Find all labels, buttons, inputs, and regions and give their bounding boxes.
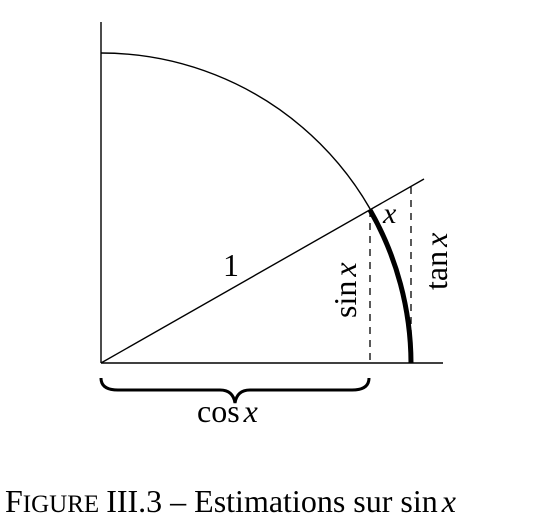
cos-label: cos x xyxy=(197,393,258,429)
cos-brace xyxy=(99,377,371,404)
caption-fn: sin xyxy=(400,483,437,519)
cos-fn-label: cos xyxy=(197,393,240,429)
figure-caption: FIGURE III.3 – Estimations sur sin x xyxy=(5,483,456,519)
caption-prefix-small: IGURE xyxy=(23,491,99,518)
sin-fn-label: sin xyxy=(327,281,363,318)
arc-x-highlight xyxy=(367,208,414,364)
sin-var-label: x xyxy=(327,262,363,277)
radius-ray xyxy=(100,178,425,364)
sin-label: sin x xyxy=(327,262,363,318)
tan-fn-label: tan xyxy=(418,251,454,290)
arc-x-label: x xyxy=(382,197,397,230)
cos-var-label: x xyxy=(243,393,258,429)
caption-var: x xyxy=(441,483,456,519)
unit-circle-arc xyxy=(100,52,412,364)
radius-label: 1 xyxy=(223,247,239,283)
tan-label: tan x xyxy=(418,233,454,290)
caption-number: III.3 – Estimations sur xyxy=(106,483,400,519)
tan-var-label: x xyxy=(418,233,454,248)
caption-prefix-cap: F xyxy=(5,483,23,519)
